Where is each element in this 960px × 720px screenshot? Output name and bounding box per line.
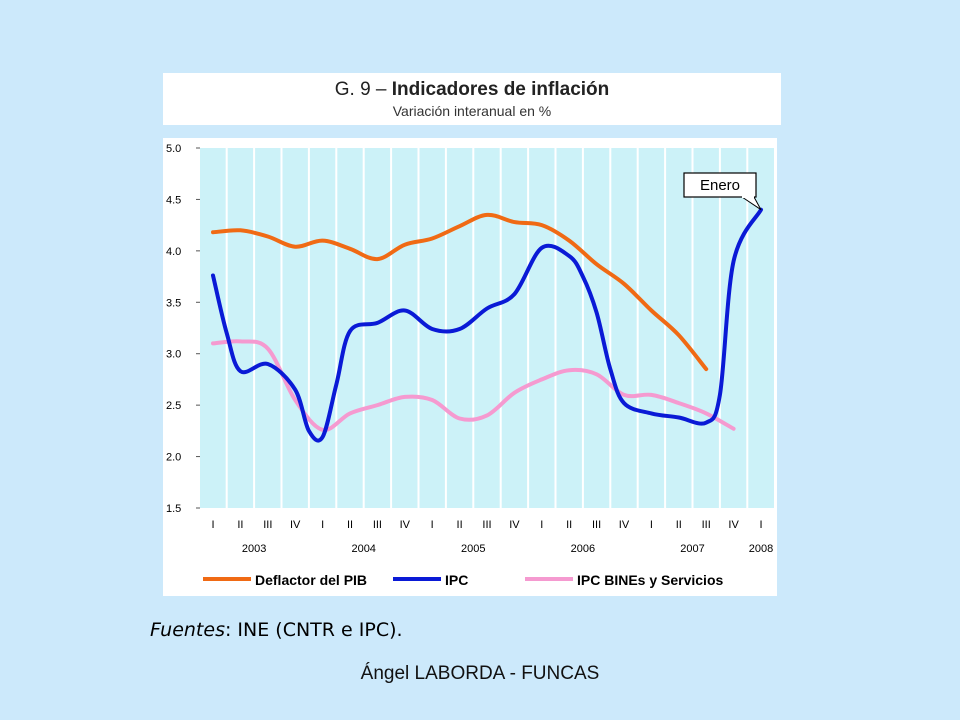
x-tick-label: IV [509, 519, 520, 531]
year-label: 2006 [571, 543, 595, 555]
x-tick-label: II [347, 519, 353, 531]
x-tick-label: I [431, 519, 434, 531]
x-tick-label: II [457, 519, 463, 531]
chart-title: G. 9 – Indicadores de inflación [163, 79, 781, 101]
year-label: 2008 [749, 543, 773, 555]
year-label: 2004 [351, 543, 375, 555]
annotation-box [683, 172, 757, 198]
chart-title-bold: Indicadores de inflación [391, 79, 610, 100]
x-tick-label: IV [400, 519, 411, 531]
x-tick-label: II [676, 519, 682, 531]
x-tick-label: I [650, 519, 653, 531]
y-tick-label: 3.0 [166, 349, 181, 361]
chart-panel: 5.0 4.5 4.0 3.5 3.0 2.5 2.0 1.5 I II III IV I II III IV… [163, 138, 777, 596]
x-tick-label: I [759, 519, 762, 531]
series-line-bines [211, 339, 736, 432]
x-tick-label: IV [619, 519, 630, 531]
x-tick-label: III [263, 519, 272, 531]
plot-area [200, 148, 774, 508]
source-note: Fuentes: INE (CNTR e IPC). [150, 619, 403, 641]
x-tick-label: I [211, 519, 214, 531]
y-tick-label: 1.5 [166, 503, 181, 515]
x-tick-label: I [321, 519, 324, 531]
chart-subtitle: Variación interanual en % [392, 103, 552, 119]
year-label: 2005 [461, 543, 485, 555]
legend-label-ipc: IPC [445, 572, 468, 588]
chart-title-prefix: G. 9 – [334, 79, 392, 100]
year-label: 2007 [680, 543, 704, 555]
y-tick-label: 2.0 [166, 452, 181, 464]
x-tick-label: I [540, 519, 543, 531]
x-tick-label: III [592, 519, 601, 531]
footer-credit: Ángel LABORDA - FUNCAS [360, 663, 600, 684]
y-tick-label: 3.5 [166, 297, 181, 309]
x-tick-label: III [702, 519, 711, 531]
y-tick-label: 2.5 [166, 400, 181, 412]
x-tick-label: II [237, 519, 243, 531]
y-tick-label: 4.0 [166, 246, 181, 258]
x-tick-label: II [566, 519, 572, 531]
x-tick-label: IV [290, 519, 301, 531]
chart-title-box: G. 9 – Indicadores de inflación Variació… [163, 73, 781, 125]
year-label: 2003 [242, 543, 266, 555]
legend-label-bines: IPC BINEs y Servicios [577, 572, 724, 588]
series-line-ipc [211, 207, 763, 443]
line-chart: 5.04.54.03.53.02.52.01.5I II III IV I II III IV… [166, 143, 774, 588]
source-text: : INE (CNTR e IPC). [224, 619, 403, 641]
y-tick-label: 4.5 [166, 194, 181, 206]
x-tick-label: III [482, 519, 491, 531]
source-label: Fuentes [150, 619, 225, 641]
y-tick-label: 5.0 [166, 143, 181, 155]
series-line-deflactor [211, 212, 709, 372]
x-tick-label: III [373, 519, 382, 531]
legend-label-deflactor: Deflactor del PIB [255, 572, 367, 588]
x-tick-label: IV [728, 519, 739, 531]
annotation-label: Enero [700, 177, 740, 194]
